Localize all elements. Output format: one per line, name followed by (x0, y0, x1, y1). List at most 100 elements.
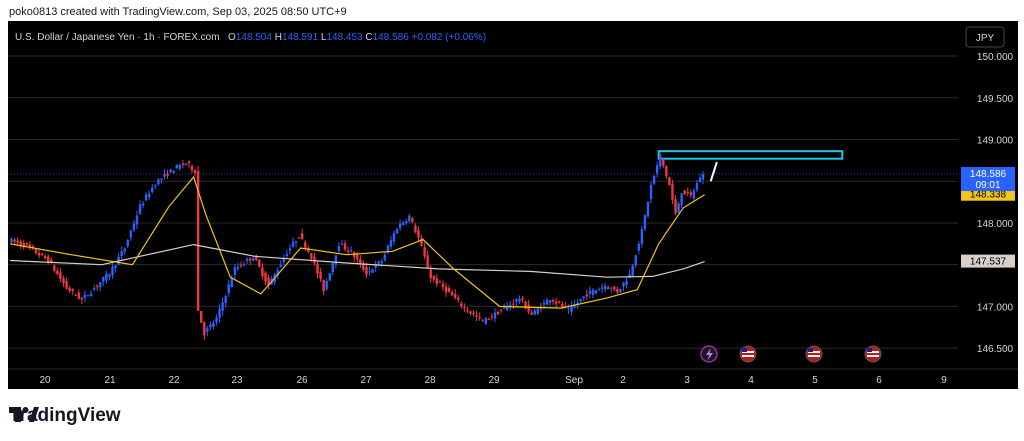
candle (646, 201, 650, 217)
candle (466, 310, 469, 312)
candle (570, 305, 573, 312)
candle (405, 221, 408, 224)
attribution-text: poko0813 created with TradingView.com, S… (9, 6, 347, 18)
candle (169, 169, 172, 173)
candle (493, 312, 497, 319)
candle (377, 261, 380, 264)
tradingview-logo: TradingView (9, 405, 121, 427)
candle (701, 174, 705, 180)
candle (59, 272, 62, 280)
candle (144, 194, 148, 201)
candle (151, 187, 154, 192)
time-tick-label: 27 (360, 375, 372, 386)
candle (395, 228, 399, 234)
candle (86, 295, 90, 297)
candle (542, 302, 546, 305)
candle (129, 231, 133, 238)
time-axis[interactable]: 20 21 22 23 26 27 28 29 Sep 2 3 4 5 6 9 (8, 368, 1018, 386)
candle (659, 154, 662, 167)
candle (285, 254, 289, 257)
chart-area[interactable]: 150.000 149.500 149.000 148.000 147.000 146.5… (8, 21, 1018, 389)
candle (56, 270, 59, 275)
candle (554, 301, 558, 304)
candle (359, 258, 362, 264)
candle (441, 283, 445, 288)
candle (628, 274, 631, 278)
time-tick-label: 21 (104, 375, 116, 386)
candle (481, 319, 484, 321)
candle (224, 295, 227, 303)
candle (43, 256, 47, 259)
us-flag-icon[interactable] (739, 345, 757, 363)
candle (34, 248, 38, 254)
candle (607, 287, 610, 289)
candle (426, 255, 429, 269)
candle (172, 170, 175, 174)
candle (649, 184, 653, 200)
candle (668, 177, 671, 186)
candle (518, 298, 521, 302)
candle (680, 193, 683, 206)
candle (450, 292, 454, 296)
slow-moving-average-line (9, 243, 705, 278)
resistance-zone-box (657, 150, 844, 160)
candle (353, 252, 356, 258)
candle (297, 237, 301, 239)
candle (154, 185, 157, 187)
candle (374, 263, 377, 268)
candle (634, 255, 637, 266)
currency-button[interactable]: JPY (965, 26, 1005, 48)
candle (209, 324, 212, 328)
candle (423, 247, 426, 257)
candle (99, 282, 102, 287)
candle (316, 263, 319, 274)
candle (25, 243, 28, 245)
us-flag-icon[interactable] (805, 345, 823, 363)
countdown-label: 09:01 (975, 180, 1000, 191)
candle (536, 308, 540, 315)
candle (40, 253, 44, 255)
candle (469, 311, 472, 314)
candle (478, 317, 481, 319)
candle (515, 299, 518, 302)
candle (597, 289, 601, 291)
candle (331, 262, 334, 273)
candle (619, 288, 622, 292)
candle (588, 290, 592, 294)
price-axis[interactable]: 150.000 149.500 149.000 148.000 147.000 146.5… (961, 52, 1015, 355)
candle (184, 163, 188, 165)
candle (643, 215, 647, 230)
candle (322, 279, 325, 292)
candle (502, 307, 506, 309)
price-tick-label: 147.000 (977, 302, 1014, 313)
candle (10, 238, 13, 243)
candle (200, 311, 203, 323)
economic-events[interactable] (700, 345, 882, 363)
candle (187, 161, 191, 164)
candle (463, 307, 466, 309)
candle (533, 310, 536, 315)
candle (105, 273, 108, 281)
candle (524, 301, 527, 309)
candle (212, 322, 215, 327)
candle (282, 258, 286, 263)
candle (637, 243, 640, 251)
candle (368, 270, 371, 272)
time-tick-label: 22 (168, 375, 180, 386)
slow-ma-value-tag-background (961, 254, 1015, 268)
candle (310, 253, 313, 259)
candle (414, 225, 417, 233)
candle (610, 287, 613, 289)
candle (71, 288, 74, 291)
candle (248, 258, 252, 261)
last-price-tag-background (961, 167, 1015, 192)
candle (631, 265, 634, 276)
us-flag-icon[interactable] (864, 345, 882, 363)
candle (114, 265, 117, 269)
candle (304, 242, 307, 249)
lightning-icon[interactable] (700, 345, 718, 363)
candle (365, 267, 368, 275)
candle (349, 250, 353, 252)
candle (567, 308, 570, 310)
price-chart[interactable]: 150.000 149.500 149.000 148.000 147.000 146.5… (8, 21, 1018, 389)
